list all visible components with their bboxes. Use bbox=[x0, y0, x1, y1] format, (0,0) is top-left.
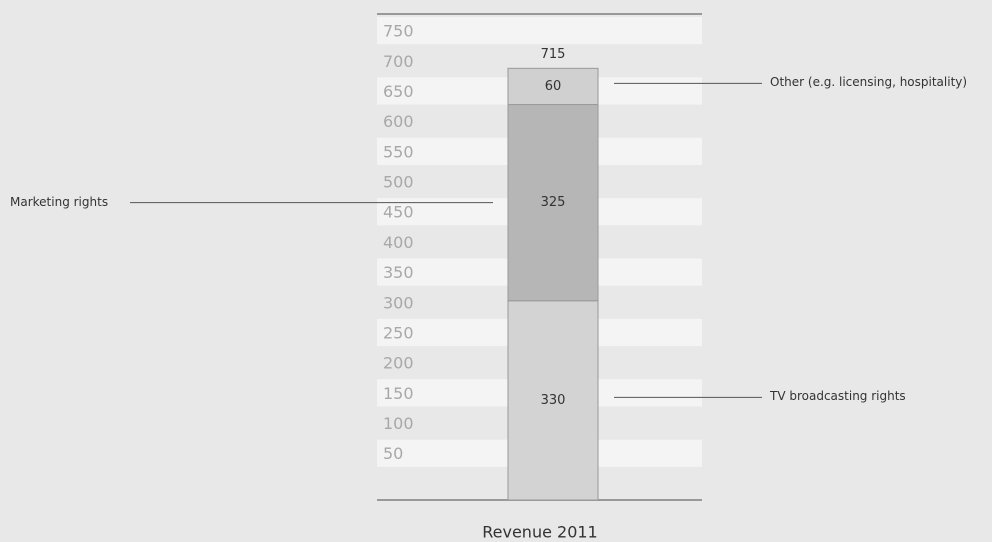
total-label: 715 bbox=[541, 47, 566, 62]
segment-label: 60 bbox=[545, 79, 562, 94]
y-tick-label: 550 bbox=[383, 142, 414, 161]
y-tick-label: 700 bbox=[383, 52, 414, 71]
y-tick-label: 750 bbox=[383, 22, 414, 41]
bar-segment bbox=[507, 104, 599, 302]
y-tick-label: 450 bbox=[383, 203, 414, 222]
y-tick-label: 150 bbox=[383, 384, 414, 403]
grid-band bbox=[377, 17, 702, 45]
series-label: Other (e.g. licensing, hospitality) bbox=[770, 75, 967, 89]
y-tick-label: 100 bbox=[383, 414, 414, 433]
bar-segment bbox=[507, 300, 599, 501]
category-label: Revenue 2011 bbox=[482, 523, 597, 542]
series-label: TV broadcasting rights bbox=[769, 389, 906, 403]
segment-label: 330 bbox=[541, 393, 566, 408]
y-tick-label: 250 bbox=[383, 323, 414, 342]
y-tick-label: 650 bbox=[383, 82, 414, 101]
y-tick-label: 500 bbox=[383, 173, 414, 192]
y-tick-label: 300 bbox=[383, 293, 414, 312]
y-tick-label: 400 bbox=[383, 233, 414, 252]
y-tick-label: 600 bbox=[383, 112, 414, 131]
bar-segment bbox=[507, 67, 599, 106]
segment-label: 325 bbox=[541, 195, 566, 210]
y-tick-label: 50 bbox=[383, 444, 403, 463]
y-tick-label: 350 bbox=[383, 263, 414, 282]
y-tick-label: 200 bbox=[383, 354, 414, 373]
series-label: Marketing rights bbox=[10, 195, 108, 209]
